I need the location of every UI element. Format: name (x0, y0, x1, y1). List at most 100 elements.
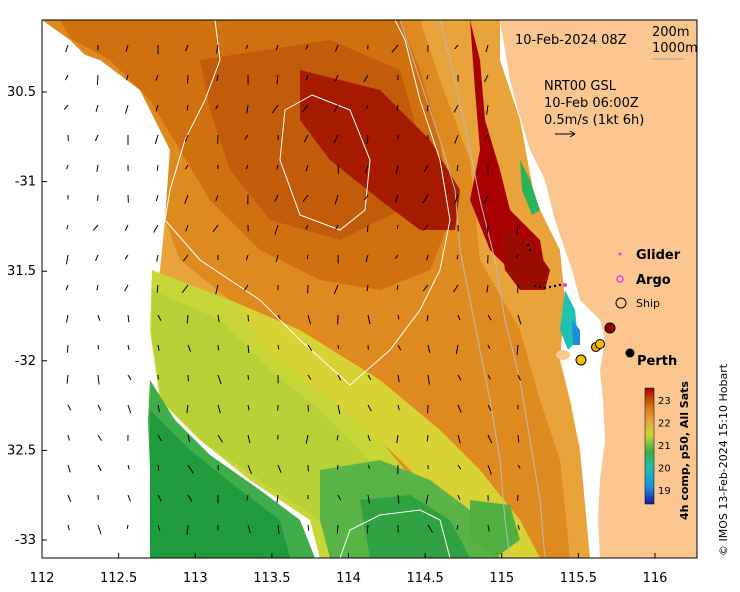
current-vector (453, 194, 459, 205)
current-vector (215, 104, 219, 110)
colorbar-tick-label: 20 (658, 464, 671, 475)
current-vector (307, 344, 313, 352)
current-vector (185, 224, 189, 232)
current-vector (365, 254, 369, 263)
current-vector (487, 434, 493, 444)
current-vector (454, 44, 459, 50)
glider-legend-label: Glider (636, 248, 681, 263)
current-vector (247, 404, 250, 411)
current-vector (333, 104, 339, 113)
current-vector (426, 74, 429, 80)
current-vector (212, 224, 219, 232)
current-vector (301, 104, 309, 113)
contour-1000m-label: 1000m (652, 41, 698, 56)
current-vector (516, 224, 519, 234)
current-scale-arrow (555, 130, 576, 138)
y-tick-label: -33 (15, 533, 36, 548)
x-axis: 112 112.5 113 113.5 114 114.5 115 115.5 116 (30, 553, 667, 586)
current-vector (247, 344, 250, 353)
current-vector (246, 104, 249, 114)
current-vector (453, 284, 459, 293)
x-tick-label: 112.5 (100, 571, 137, 586)
current-vector (394, 194, 399, 203)
current-vector (367, 314, 371, 325)
current-vector (67, 494, 72, 502)
current-vector (367, 374, 372, 381)
current-vector (187, 464, 194, 474)
y-tick-label: -31 (15, 175, 36, 190)
current-vector (335, 224, 339, 230)
current-vector (307, 524, 310, 531)
bathymetry-contours (164, 20, 546, 558)
current-vector (247, 374, 249, 380)
current-vector (486, 224, 489, 233)
current-vector (337, 464, 339, 470)
current-vector (307, 314, 311, 325)
current-vector (334, 194, 339, 205)
current-vector (276, 164, 279, 170)
current-vector (363, 74, 369, 83)
current-vector (366, 524, 369, 534)
current-vector (333, 134, 339, 144)
current-vector (426, 434, 429, 442)
current-vector (277, 464, 282, 473)
current-vector (363, 194, 369, 201)
current-vector (127, 314, 130, 323)
current-vector (97, 374, 100, 385)
current-vector (154, 134, 159, 144)
current-vector (517, 464, 521, 469)
glider-legend-icon (618, 252, 622, 256)
current-vector (486, 284, 489, 293)
current-vector (64, 74, 69, 81)
rottnest-island (556, 350, 570, 360)
current-vector (456, 164, 459, 172)
current-vector (515, 254, 519, 259)
current-vector (215, 284, 219, 295)
current-vector (305, 44, 309, 50)
current-vector (427, 344, 431, 353)
current-vector (303, 134, 309, 143)
current-vector (305, 224, 309, 230)
current-vector (187, 344, 192, 352)
current-vector (486, 104, 489, 115)
current-vector (186, 524, 189, 535)
current-vector (366, 134, 369, 144)
current-vector (247, 434, 251, 444)
current-vector (454, 134, 459, 144)
current-vector (457, 464, 462, 470)
current-vector (66, 314, 69, 323)
current-vector (337, 164, 339, 174)
colorbar-tick-label: 23 (658, 396, 671, 407)
current-vector (127, 404, 132, 414)
current-vector (336, 524, 339, 534)
current-vector (97, 524, 102, 535)
current-vector (247, 464, 253, 475)
current-model-name: NRT00 GSL (544, 79, 617, 94)
current-vector (306, 254, 309, 260)
current-vector (184, 194, 189, 204)
current-vector (95, 254, 99, 261)
current-vector (155, 194, 159, 202)
x-tick-label: 115.5 (560, 571, 597, 586)
current-vector (397, 374, 400, 383)
current-vector (215, 194, 219, 202)
current-vector (155, 74, 159, 81)
current-vector (187, 434, 191, 443)
current-vector (124, 254, 129, 260)
current-vector (156, 284, 159, 293)
current-vectors (63, 44, 522, 535)
x-tick-label: 115 (489, 571, 514, 586)
current-vector (395, 164, 399, 175)
current-vector (97, 314, 101, 321)
current-vector (127, 494, 131, 502)
current-vector (67, 434, 70, 441)
current-vector (63, 104, 69, 110)
current-vector (183, 254, 189, 262)
current-vector (153, 224, 159, 233)
current-vector (517, 314, 522, 325)
current-scale-label: 0.5m/s (1kt 6h) (544, 113, 644, 128)
glider-position (563, 283, 567, 287)
current-vector (337, 374, 342, 381)
current-vector (216, 74, 219, 82)
current-vector (427, 374, 430, 385)
